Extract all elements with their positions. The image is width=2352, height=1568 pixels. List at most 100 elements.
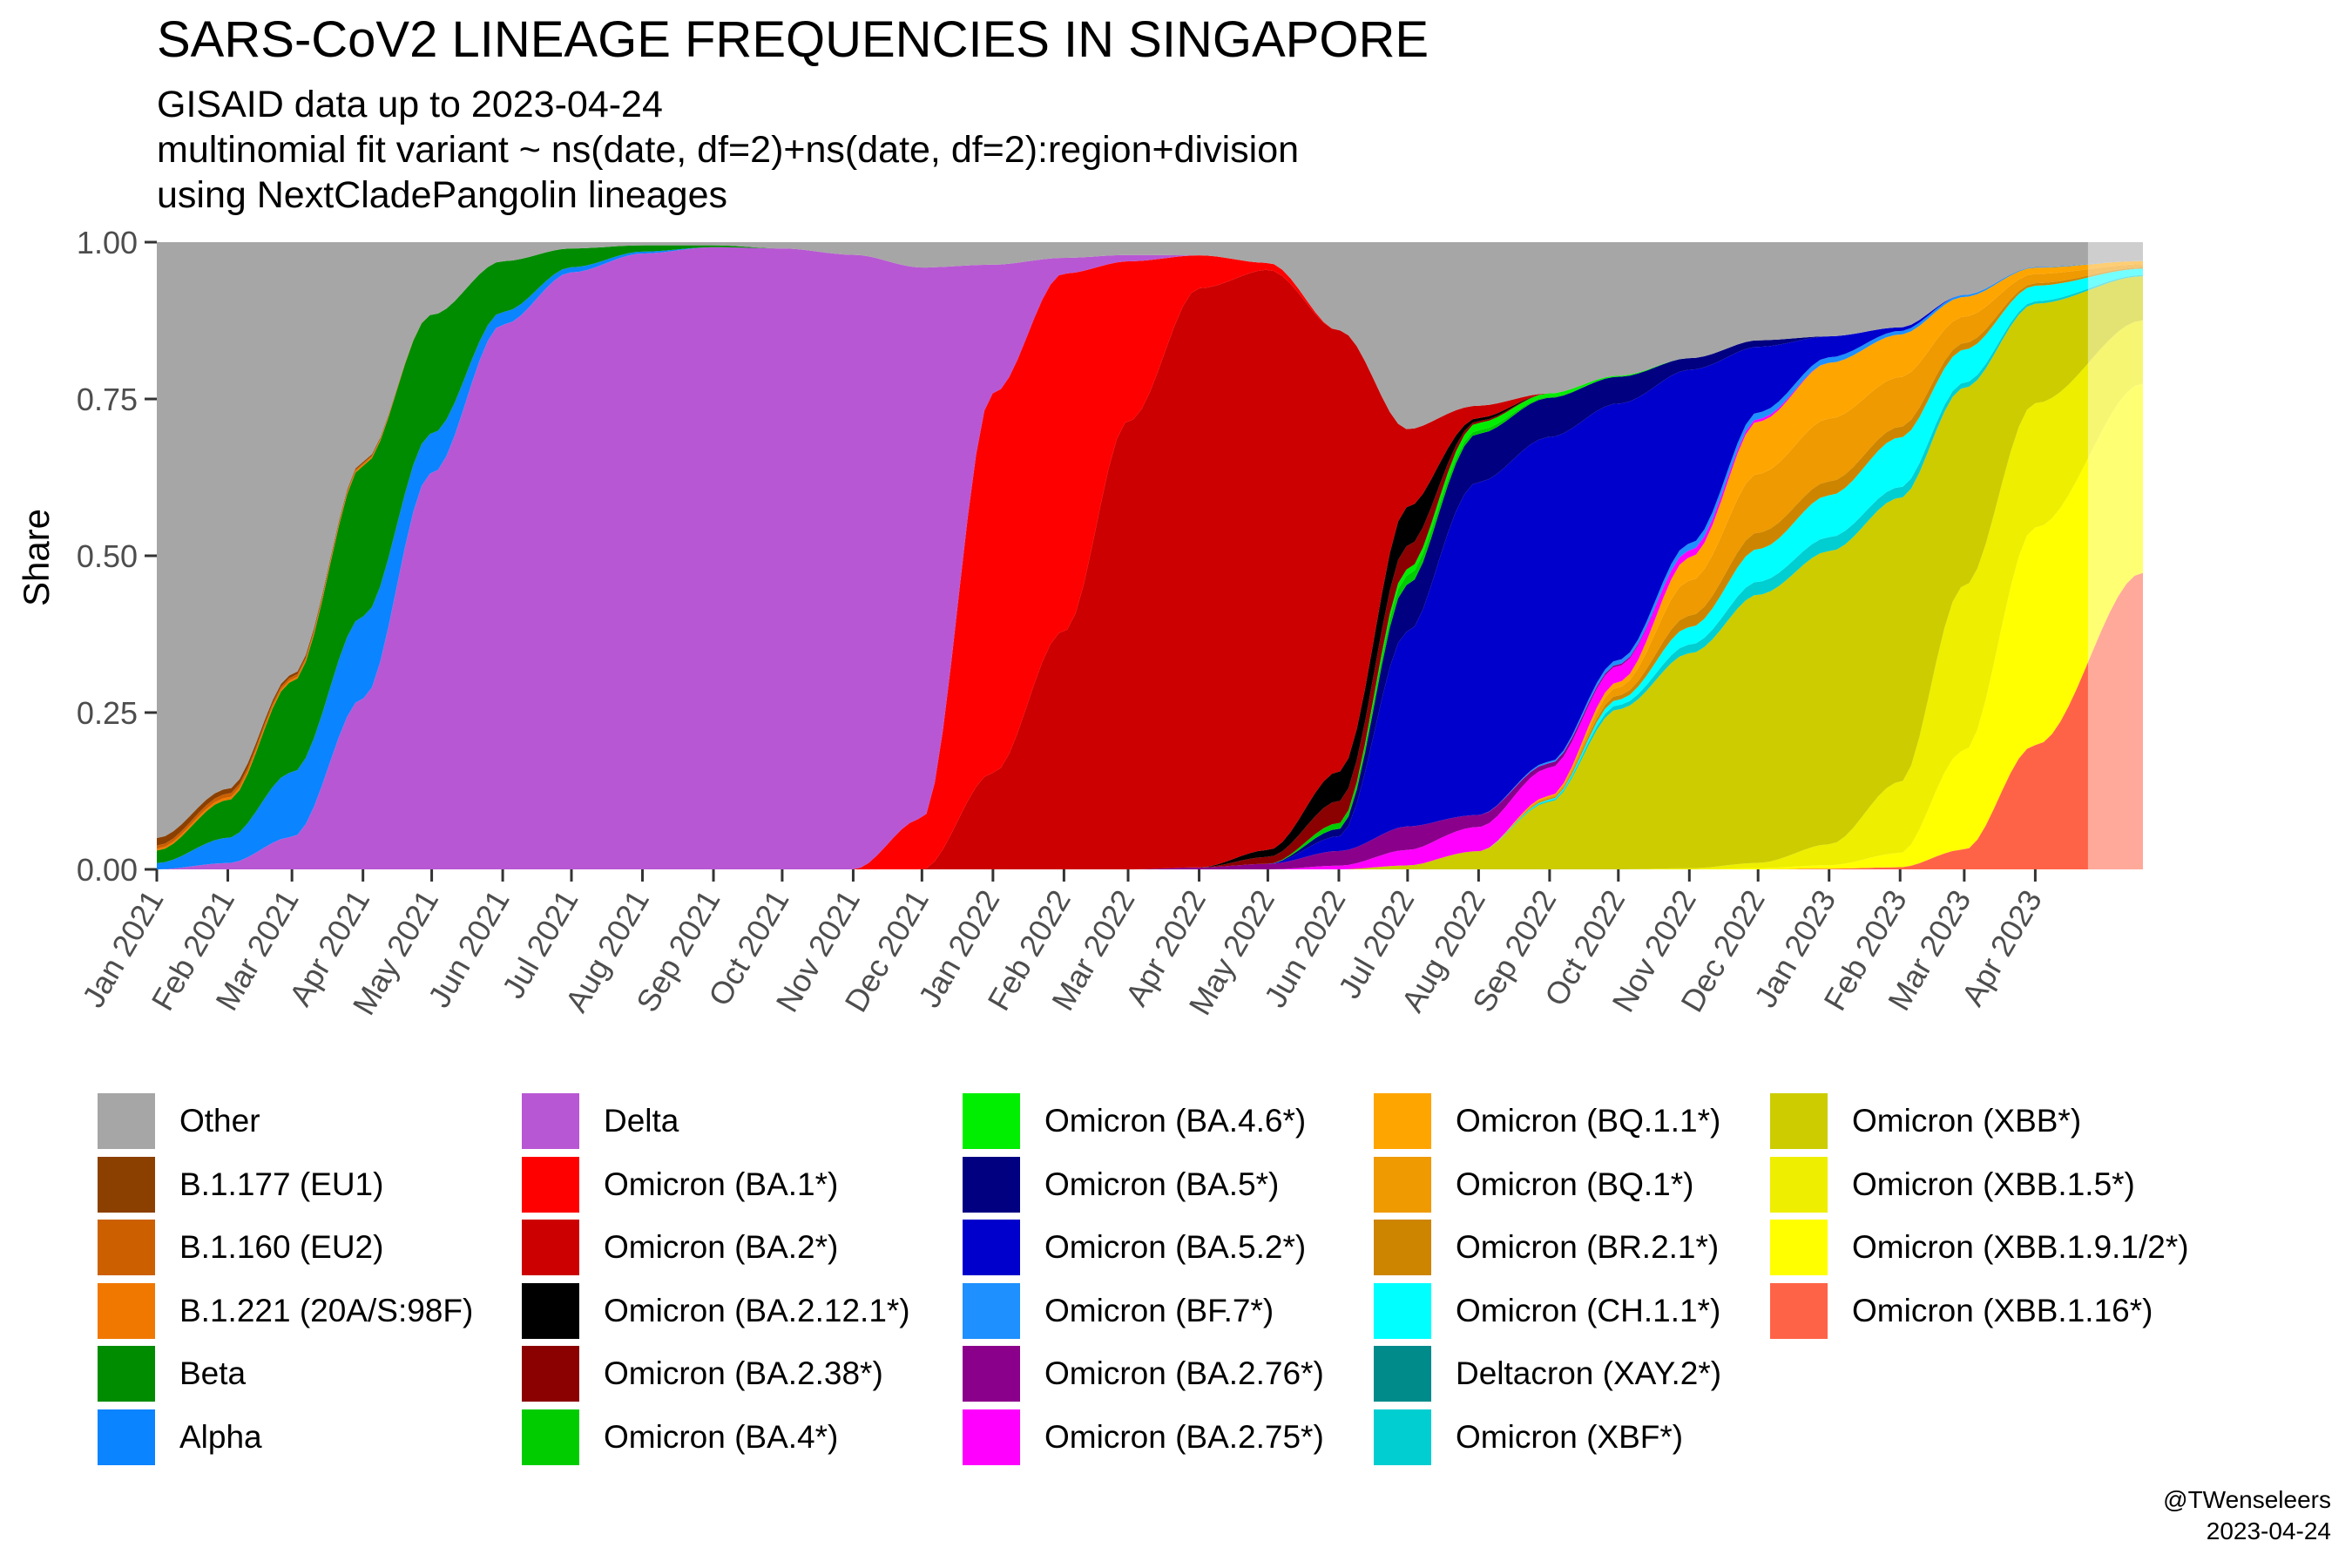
- legend-label: Omicron (BA.4*): [604, 1418, 839, 1455]
- y-tick-label: 0.00: [77, 852, 138, 888]
- legend-item: Omicron (BQ.1.1*): [1374, 1093, 1720, 1149]
- legend-swatch: [98, 1346, 155, 1402]
- legend-swatch: [98, 1409, 155, 1465]
- legend-item: Omicron (BA.1*): [522, 1156, 839, 1213]
- area-omicron-xbb: [157, 276, 2143, 870]
- area-omicron-ba-5-2: [157, 260, 2143, 869]
- area-delta: [157, 247, 2143, 869]
- legend-swatch: [963, 1093, 1020, 1149]
- legend-swatch: [1770, 1282, 1828, 1339]
- area-layer: [157, 242, 2143, 870]
- legend-label: Omicron (BA.5.2*): [1044, 1229, 1307, 1265]
- legend-label: Omicron (BA.2*): [604, 1229, 839, 1265]
- legend-item: Omicron (BA.2.76*): [963, 1346, 1324, 1402]
- legend-item: Deltacron (XAY.2*): [1374, 1346, 1721, 1402]
- y-axis-label: Share: [16, 509, 57, 606]
- legend-swatch: [963, 1220, 1020, 1275]
- chart-subtitle-line-2: multinomial fit variant ~ ns(date, df=2)…: [157, 129, 1300, 171]
- chart-subtitle-line-3: using NextCladePangolin lineages: [157, 174, 727, 216]
- legend-swatch: [98, 1220, 155, 1275]
- legend-label: Omicron (BA.1*): [604, 1166, 839, 1202]
- legend-swatch: [1374, 1093, 1431, 1149]
- legend-item: Omicron (BF.7*): [963, 1282, 1274, 1339]
- area-omicron-bq-1-1: [157, 260, 2143, 869]
- legend-label: Omicron (BA.2.76*): [1044, 1355, 1324, 1391]
- legend-item: B.1.221 (20A/S:98F): [98, 1282, 474, 1339]
- y-tick-label: 1.00: [77, 225, 138, 260]
- legend-swatch: [963, 1409, 1020, 1465]
- legend-swatch: [522, 1156, 579, 1213]
- legend-item: B.1.177 (EU1): [98, 1156, 384, 1213]
- legend-item: Other: [98, 1093, 260, 1149]
- legend-label: Omicron (BA.5*): [1044, 1166, 1280, 1202]
- legend-label: Omicron (BA.4.6*): [1044, 1103, 1307, 1139]
- legend-label: Omicron (BQ.1.1*): [1456, 1103, 1721, 1139]
- legend-label: Omicron (XBB.1.5*): [1852, 1166, 2135, 1202]
- legend-item: Omicron (BQ.1*): [1374, 1156, 1694, 1213]
- legend-item: Omicron (BA.2.75*): [963, 1409, 1324, 1465]
- area-other: [157, 242, 2143, 838]
- area-omicron-xbb-1-9-1-2: [157, 383, 2143, 869]
- credit-author: @TWenseleers: [2163, 1486, 2331, 1513]
- legend-item: Beta: [98, 1346, 246, 1402]
- y-axis: 0.00 0.25 0.50 0.75 1.00: [77, 225, 157, 888]
- legend-item: Omicron (BA.4*): [522, 1409, 838, 1465]
- legend-label: Alpha: [179, 1418, 262, 1455]
- legend-label: Omicron (BA.2.38*): [604, 1355, 883, 1391]
- area-omicron-ch-1-1: [157, 268, 2143, 869]
- legend-item: Delta: [522, 1093, 679, 1149]
- legend-item: Omicron (BA.2.38*): [522, 1346, 883, 1402]
- credit-date: 2023-04-24: [2206, 1517, 2331, 1544]
- legend-label: Beta: [179, 1355, 247, 1391]
- legend-label: B.1.221 (20A/S:98F): [179, 1292, 474, 1328]
- legend-label: Deltacron (XAY.2*): [1456, 1355, 1722, 1391]
- legend-item: Omicron (BA.5*): [963, 1156, 1280, 1213]
- legend-label: Omicron (XBB.1.9.1/2*): [1852, 1229, 2189, 1265]
- legend-item: Omicron (XBB*): [1770, 1093, 2081, 1149]
- legend-swatch: [1374, 1346, 1431, 1402]
- legend-swatch: [98, 1093, 155, 1149]
- legend-swatch: [522, 1409, 579, 1465]
- legend-item: Omicron (XBF*): [1374, 1409, 1683, 1465]
- legend-item: Omicron (BA.4.6*): [963, 1093, 1306, 1149]
- legend-swatch: [1374, 1409, 1431, 1465]
- legend: Other B.1.177 (EU1) B.1.160 (EU2) B.1.221 (…: [98, 1093, 2275, 1494]
- legend-label: Omicron (CH.1.1*): [1456, 1292, 1721, 1328]
- chart-title: SARS-CoV2 LINEAGE FREQUENCIES IN SINGAPO…: [157, 11, 1429, 68]
- legend-swatch: [98, 1282, 155, 1339]
- projection-band: [2087, 242, 2143, 869]
- legend-label: Omicron (BF.7*): [1044, 1292, 1274, 1328]
- legend-item: Omicron (BA.5.2*): [963, 1220, 1306, 1275]
- legend-label: B.1.177 (EU1): [179, 1166, 384, 1202]
- legend-swatch: [1770, 1220, 1828, 1275]
- y-tick-label: 0.25: [77, 695, 138, 731]
- legend-item: Omicron (BA.2.12.1*): [522, 1282, 910, 1339]
- legend-label: Omicron (BA.2.75*): [1044, 1418, 1324, 1455]
- legend-swatch: [1374, 1282, 1431, 1339]
- chart-subtitle-line-1: GISAID data up to 2023-04-24: [157, 84, 663, 125]
- legend-item: Omicron (XBB.1.9.1/2*): [1770, 1220, 2189, 1275]
- legend-swatch: [963, 1282, 1020, 1339]
- legend-swatch: [98, 1156, 155, 1213]
- legend-swatch: [1770, 1093, 1828, 1149]
- legend-label: Other: [179, 1103, 260, 1139]
- legend-label: Omicron (BQ.1*): [1456, 1166, 1694, 1202]
- legend-item: B.1.160 (EU2): [98, 1220, 383, 1275]
- y-tick-label: 0.50: [77, 538, 138, 574]
- legend-label: Omicron (BR.2.1*): [1456, 1229, 1720, 1265]
- legend-swatch: [963, 1346, 1020, 1402]
- area-omicron-ba-2: [157, 260, 2143, 869]
- legend-item: Omicron (XBB.1.16*): [1770, 1282, 2153, 1339]
- legend-swatch: [1770, 1156, 1828, 1213]
- legend-item: Omicron (BR.2.1*): [1374, 1220, 1719, 1275]
- legend-swatch: [522, 1346, 579, 1402]
- legend-swatch: [1374, 1156, 1431, 1213]
- y-tick-label: 0.75: [77, 382, 138, 417]
- legend-item: Omicron (BA.2*): [522, 1220, 838, 1275]
- legend-item: Omicron (XBB.1.5*): [1770, 1156, 2135, 1213]
- legend-label: Omicron (BA.2.12.1*): [604, 1292, 910, 1328]
- legend-item: Alpha: [98, 1409, 262, 1465]
- area-omicron-ba-1: [157, 255, 2143, 870]
